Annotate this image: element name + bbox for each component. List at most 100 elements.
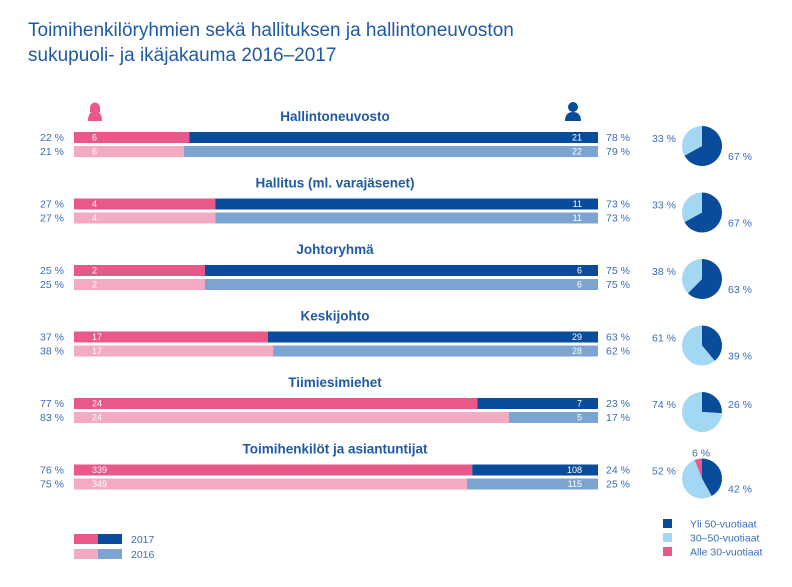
age-pie (682, 259, 722, 299)
group-2: Johtoryhmä 2 6 25 % 75 % 2 6 25 % 75 % 38 % 63 % (40, 242, 752, 299)
category-label: Johtoryhmä (296, 242, 374, 257)
male-count-label: 7 (577, 399, 582, 409)
female-pct-label: 38 % (40, 346, 64, 358)
bar-male-y2016 (273, 345, 598, 357)
age-pie (682, 392, 722, 432)
chart-title: Toimihenkilöryhmien sekä hallituksen ja … (28, 18, 648, 68)
pie-slice-30-50 (682, 325, 715, 366)
pie-label-30-50: 38 % (652, 266, 676, 278)
pie-label-30-50: 33 % (652, 133, 676, 145)
male-count-label: 11 (573, 199, 582, 209)
bar-female-y2017 (74, 265, 205, 276)
bar-female-y2017 (74, 331, 268, 343)
female-count-label: 24 (92, 413, 102, 423)
legend-age-30-50-label: 30–50-vuotiaat (690, 533, 760, 545)
category-label: Keskijohto (300, 309, 369, 324)
female-pct-label: 25 % (40, 265, 64, 277)
group-0: Hallintoneuvosto 6 21 22 % 78 % 6 22 21 % 79 % 33… (40, 109, 752, 167)
group-4: Tiimiesimiehet 24 7 77 % 23 % 24 5 83 % 17 % 74 %… (40, 375, 752, 432)
category-label: Toimihenkilöt ja asiantuntijat (242, 442, 428, 457)
male-pct-label: 73 % (606, 199, 630, 211)
age-pie (682, 325, 722, 366)
legend-swatch-2017-male (98, 534, 122, 544)
chart-title-line-1: Toimihenkilöryhmien sekä hallituksen ja … (28, 20, 514, 41)
pie-label-30-50: 33 % (652, 200, 676, 212)
male-pct-label: 75 % (606, 265, 630, 277)
group-5: Toimihenkilöt ja asiantuntijat 339 108 76 %… (40, 442, 752, 499)
female-pct-label: 22 % (40, 132, 64, 144)
pie-slice-over50 (702, 325, 722, 361)
group-3: Keskijohto 17 29 37 % 63 % 17 28 38 % 62 % 61 % 39… (40, 309, 752, 366)
bar-male-y2016 (467, 478, 598, 490)
group-1: Hallitus (ml. varajäsenet) 4 11 27 % 73 % 4 11… (40, 176, 752, 233)
legend-age-30-50-swatch (663, 533, 672, 542)
female-count-label: 6 (92, 133, 97, 143)
female-pct-label: 21 % (40, 146, 64, 158)
male-count-label: 21 (572, 133, 582, 143)
female-pct-label: 25 % (40, 279, 64, 291)
bar-male-y2017 (267, 331, 598, 343)
female-count-label: 24 (92, 399, 102, 409)
pie-label-over50: 63 % (728, 284, 752, 296)
bar-female-y2016 (74, 412, 509, 423)
bar-female-y2017 (74, 198, 216, 210)
male-pct-label: 78 % (606, 132, 630, 144)
pie-label-over50: 39 % (728, 351, 752, 363)
bar-male-y2017 (189, 132, 598, 143)
pie-slice-30-50 (682, 126, 702, 156)
female-count-label: 4 (92, 213, 97, 223)
female-pct-label: 77 % (40, 398, 64, 410)
male-pct-label: 63 % (606, 332, 630, 344)
bar-female-y2016 (74, 212, 216, 224)
bar-male-y2016 (205, 279, 598, 290)
pie-slice-30-50 (682, 392, 722, 432)
legend-age-under30-swatch (663, 547, 672, 556)
pie-label-30-50: 52 % (652, 466, 676, 478)
female-count-label: 4 (92, 199, 97, 209)
pie-slice-over50 (687, 259, 722, 299)
female-pct-label: 83 % (40, 412, 64, 424)
bar-male-y2017 (215, 198, 599, 210)
pie-label-under30: 6 % (692, 448, 710, 460)
male-pct-label: 75 % (606, 279, 630, 291)
pie-slice-30-50 (682, 259, 702, 294)
male-count-label: 22 (572, 147, 582, 157)
category-label: Hallitus (ml. varajäsenet) (255, 176, 414, 191)
bar-male-y2016 (508, 412, 598, 423)
bar-male-y2016 (184, 146, 599, 157)
bar-female-y2016 (74, 146, 185, 157)
male-pct-label: 25 % (606, 479, 630, 491)
female-count-label: 2 (92, 266, 97, 276)
male-pct-label: 73 % (606, 213, 630, 225)
female-pct-label: 27 % (40, 199, 64, 211)
male-count-label: 11 (573, 213, 582, 223)
category-label: Tiimiesimiehet (288, 375, 382, 390)
male-count-label: 108 (567, 465, 582, 475)
female-pct-label: 37 % (40, 332, 64, 344)
male-count-label: 5 (577, 413, 582, 423)
male-pct-label: 17 % (606, 412, 630, 424)
age-pie (681, 458, 722, 499)
male-pct-label: 23 % (606, 398, 630, 410)
male-count-label: 115 (568, 479, 582, 489)
bar-male-y2017 (472, 464, 598, 476)
bar-female-y2016 (74, 279, 205, 290)
legend-label-2017: 2017 (131, 534, 155, 546)
bar-male-y2017 (205, 265, 598, 276)
legend-age-over50-swatch (663, 519, 672, 528)
male-person-icon (565, 102, 581, 121)
female-pct-label: 27 % (40, 213, 64, 225)
female-count-label: 339 (92, 465, 107, 475)
pie-slice-under30 (694, 458, 702, 479)
legend-swatch-2016-female (74, 549, 98, 559)
pie-label-over50: 26 % (728, 399, 752, 411)
female-count-label: 349 (92, 479, 107, 489)
male-count-label: 28 (572, 346, 582, 356)
chart-title-line-2: sukupuoli- ja ikäjakauma 2016–2017 (28, 45, 337, 66)
age-pie (682, 192, 723, 233)
bar-male-y2016 (215, 212, 599, 224)
pie-slice-over50 (684, 192, 723, 233)
legend-age-under30-label: Alle 30-vuotiaat (690, 547, 762, 559)
pie-label-over50: 42 % (728, 484, 752, 496)
